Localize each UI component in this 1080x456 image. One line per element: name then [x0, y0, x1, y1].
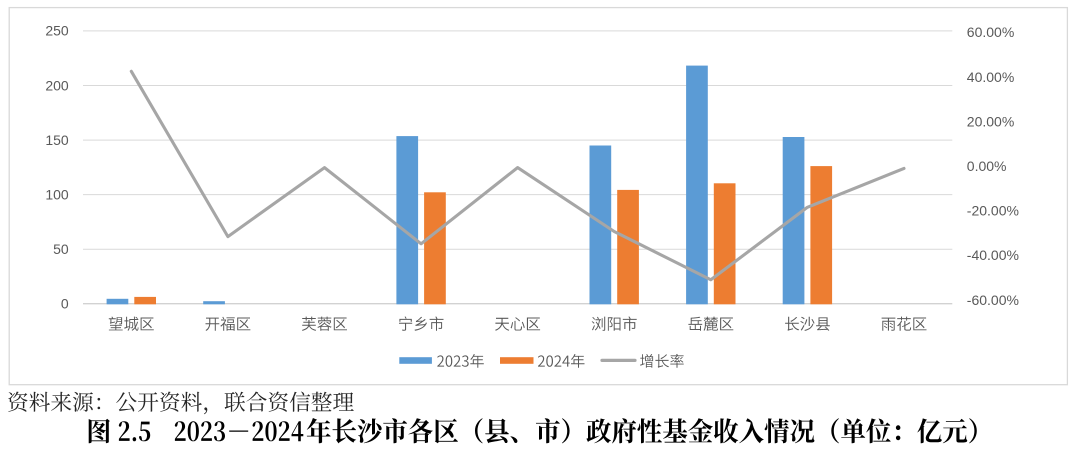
svg-text:-20.00%: -20.00%	[967, 203, 1019, 219]
svg-text:20.00%: 20.00%	[967, 113, 1014, 129]
svg-text:60.00%: 60.00%	[967, 24, 1014, 40]
svg-text:50: 50	[53, 241, 69, 257]
svg-text:-40.00%: -40.00%	[967, 247, 1019, 263]
svg-text:200: 200	[45, 77, 69, 93]
svg-text:150: 150	[45, 132, 69, 148]
svg-text:250: 250	[45, 23, 69, 39]
svg-text:-60.00%: -60.00%	[967, 292, 1019, 308]
svg-text:100: 100	[45, 186, 69, 202]
svg-text:0: 0	[61, 296, 69, 312]
svg-text:0.00%: 0.00%	[967, 158, 1007, 174]
svg-text:40.00%: 40.00%	[967, 69, 1014, 85]
